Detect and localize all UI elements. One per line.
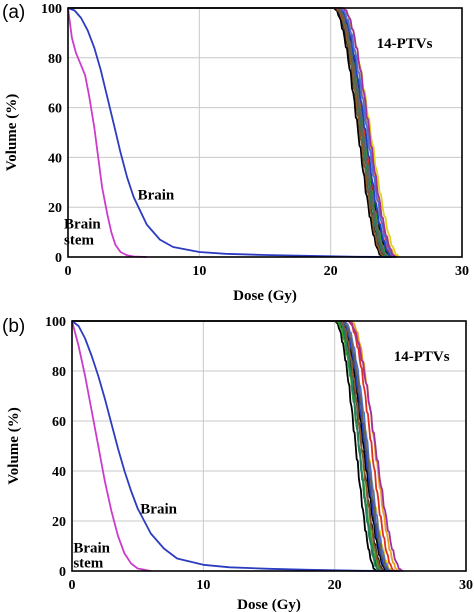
y-tick-label: 80 bbox=[52, 365, 66, 380]
y-tick-label: 80 bbox=[48, 52, 62, 67]
ptv-dvh-curve bbox=[72, 320, 380, 572]
x-tick-label: 10 bbox=[196, 578, 210, 593]
brain-dvh-curve bbox=[71, 320, 401, 572]
brain-annotation: Brain bbox=[64, 216, 101, 232]
y-tick-label: 20 bbox=[48, 201, 62, 216]
brainstem-annotation: stem bbox=[73, 555, 103, 571]
plot-frame bbox=[71, 320, 467, 572]
y-axis-title: Volume (%) bbox=[6, 407, 22, 484]
plot-frame bbox=[67, 7, 463, 258]
brainstem-dvh-curve bbox=[71, 320, 151, 572]
panel-label: (b) bbox=[2, 316, 25, 337]
ptv-dvh-curve bbox=[68, 7, 389, 258]
ptv-dvh-curve bbox=[72, 320, 390, 572]
y-tick-label: 40 bbox=[48, 151, 62, 166]
ptv-dvh-curve bbox=[72, 320, 378, 572]
ptv-annotation: 14-PTVs bbox=[377, 36, 433, 52]
y-tick-label: 100 bbox=[41, 2, 62, 17]
y-tick-label: 60 bbox=[52, 415, 66, 430]
ptv-dvh-curve bbox=[68, 7, 384, 258]
ptv-dvh-curve bbox=[72, 320, 389, 572]
x-tick-label: 20 bbox=[328, 578, 342, 593]
y-tick-label: 40 bbox=[52, 465, 66, 480]
x-tick-label: 0 bbox=[69, 578, 76, 593]
brain-dvh-curve bbox=[67, 7, 397, 258]
x-tick-label: 10 bbox=[192, 264, 206, 279]
y-tick-label: 0 bbox=[59, 565, 66, 580]
y-tick-label: 20 bbox=[52, 515, 66, 530]
y-tick-label: 60 bbox=[48, 102, 62, 117]
ptv-dvh-curve bbox=[72, 320, 392, 572]
x-axis-title: Dose (Gy) bbox=[233, 288, 297, 304]
y-tick-label: 100 bbox=[45, 315, 66, 330]
chart-panel-a bbox=[67, 7, 463, 258]
brainstem-dvh-curve bbox=[67, 7, 147, 258]
brain-annotation: Brain bbox=[138, 188, 175, 204]
ptv-dvh-curve bbox=[72, 320, 384, 572]
y-axis-title: Volume (%) bbox=[4, 94, 20, 171]
ptv-dvh-curve bbox=[72, 320, 385, 572]
ptv-dvh-curve bbox=[72, 320, 388, 572]
ptv-dvh-curve bbox=[68, 7, 385, 258]
y-tick-label: 0 bbox=[55, 251, 62, 266]
ptv-dvh-curve bbox=[68, 7, 397, 258]
ptv-dvh-curve bbox=[72, 320, 404, 572]
ptv-dvh-curve bbox=[68, 7, 393, 258]
panel-label: (a) bbox=[2, 2, 25, 23]
brain-annotation: Brain bbox=[73, 540, 110, 556]
chart-panel-b bbox=[71, 320, 467, 572]
ptv-annotation: 14-PTVs bbox=[394, 349, 450, 365]
x-tick-label: 20 bbox=[324, 264, 338, 279]
brain-annotation: Brain bbox=[140, 502, 177, 518]
ptv-dvh-curve bbox=[72, 320, 396, 572]
ptv-dvh-curve bbox=[68, 7, 396, 258]
x-tick-label: 30 bbox=[459, 578, 473, 593]
ptv-dvh-curve bbox=[72, 320, 382, 572]
x-tick-label: 30 bbox=[455, 264, 469, 279]
x-tick-label: 0 bbox=[65, 264, 72, 279]
brainstem-annotation: stem bbox=[64, 233, 94, 249]
x-axis-title: Dose (Gy) bbox=[237, 597, 301, 612]
